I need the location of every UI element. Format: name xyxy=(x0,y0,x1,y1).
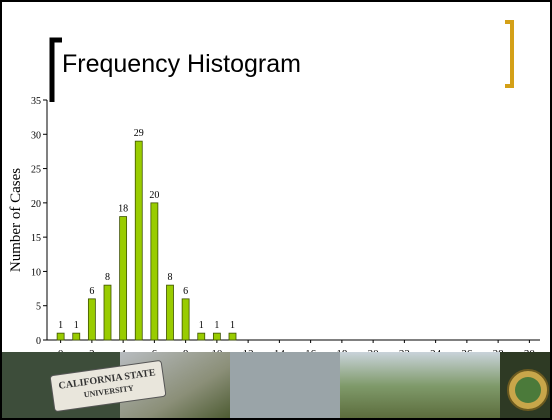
data-label: 29 xyxy=(134,128,144,139)
bar xyxy=(57,333,64,340)
data-label: 18 xyxy=(118,204,128,215)
data-label: 1 xyxy=(230,320,235,331)
seal xyxy=(515,377,541,403)
slide-title: Frequency Histogram xyxy=(62,50,301,78)
slide: Frequency Histogram 05101520253035024681… xyxy=(0,0,552,420)
data-label: 8 xyxy=(105,272,110,283)
data-label: 1 xyxy=(214,320,219,331)
y-tick-label: 25 xyxy=(31,165,41,176)
bar xyxy=(120,217,127,340)
y-tick-label: 10 xyxy=(31,267,41,278)
data-label: 6 xyxy=(89,286,94,297)
data-label: 20 xyxy=(149,190,159,201)
bar xyxy=(151,203,158,340)
y-tick-label: 20 xyxy=(31,199,41,210)
y-tick-label: 35 xyxy=(31,96,41,107)
y-tick-label: 15 xyxy=(31,233,41,244)
photo xyxy=(230,352,340,420)
data-label: 8 xyxy=(168,272,173,283)
bar xyxy=(198,333,205,340)
data-label: 6 xyxy=(183,286,188,297)
footer-banner: CALIFORNIA STATE UNIVERSITY xyxy=(0,352,552,420)
bar xyxy=(167,285,174,340)
bar xyxy=(104,285,111,340)
y-tick-label: 30 xyxy=(31,130,41,141)
bar xyxy=(182,299,189,340)
data-label: 1 xyxy=(58,320,63,331)
data-label: 1 xyxy=(199,320,204,331)
bar xyxy=(229,333,236,340)
y-tick-label: 5 xyxy=(36,302,41,313)
bar xyxy=(135,141,142,340)
photo xyxy=(340,352,500,420)
bar xyxy=(88,299,95,340)
data-label: 1 xyxy=(74,320,79,331)
page: {"chart_data": {"type": "bar", "title": … xyxy=(0,0,552,420)
bar xyxy=(213,333,220,340)
y-tick-label: 0 xyxy=(36,336,41,347)
y-axis-label: Number of Cases xyxy=(8,168,24,272)
bar xyxy=(73,333,80,340)
